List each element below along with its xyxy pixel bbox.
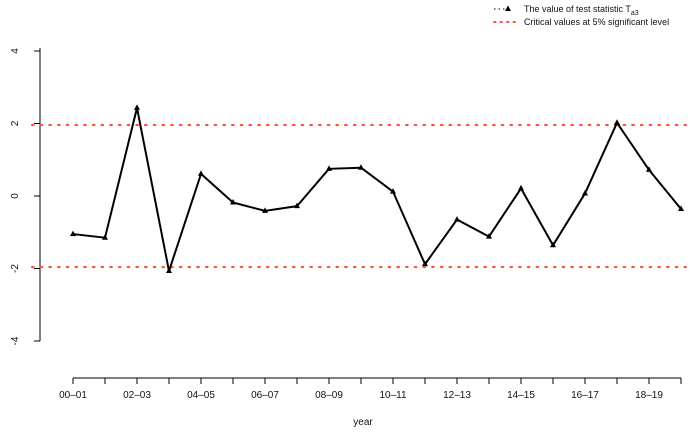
data-point-marker xyxy=(454,216,460,222)
x-tick-label: 00–01 xyxy=(59,390,87,401)
data-point-marker xyxy=(326,165,332,171)
x-ticks: 00–01 02–03 04–05 06–07 08–09 10–11 12–13 14–15… xyxy=(59,378,682,401)
data-point-marker xyxy=(646,166,652,172)
data-point-marker xyxy=(550,241,556,248)
y-tick-label: -4 xyxy=(10,336,21,345)
x-tick-label: 10–11 xyxy=(379,390,407,401)
y-tick-label: -2 xyxy=(10,264,21,273)
legend-label-test-statistic: The value of test statistic Ta3 xyxy=(524,4,639,17)
data-point-marker xyxy=(358,164,364,170)
legend-triangle-marker xyxy=(505,5,511,11)
y-axis: -4 -2 0 2 4 xyxy=(10,48,41,345)
data-point-marker xyxy=(230,199,236,205)
data-point-marker xyxy=(102,234,108,240)
data-point-marker xyxy=(134,104,140,110)
data-point-marker xyxy=(518,184,524,191)
legend-item-critical-values: Critical values at 5% significant level xyxy=(493,17,669,27)
data-point-marker xyxy=(678,205,684,212)
y-ticks: -4 -2 0 2 4 xyxy=(10,48,40,345)
critical-value-lines xyxy=(30,123,692,269)
data-point-marker xyxy=(390,188,396,194)
series-line xyxy=(72,106,682,273)
x-tick-label: 16–17 xyxy=(571,390,599,401)
series-layer xyxy=(70,104,684,274)
data-point-marker xyxy=(166,267,172,274)
y-tick-label: 0 xyxy=(10,193,21,199)
x-tick-label: 14–15 xyxy=(507,390,535,401)
x-tick-label: 08–09 xyxy=(315,390,343,401)
x-tick-label: 02–03 xyxy=(123,390,151,401)
x-tick-label: 18–19 xyxy=(635,390,663,401)
x-tick-label: 12–13 xyxy=(443,390,471,401)
x-axis: 00–01 02–03 04–05 06–07 08–09 10–11 12–13 14–15… xyxy=(59,377,682,428)
data-point-marker xyxy=(486,233,492,239)
legend: The value of test statistic Ta3 Critical… xyxy=(493,4,669,27)
data-point-marker xyxy=(582,189,588,196)
data-point-marker xyxy=(294,202,300,209)
data-point-marker xyxy=(70,230,76,237)
legend-item-test-statistic: The value of test statistic Ta3 xyxy=(494,4,639,17)
data-point-marker xyxy=(614,119,620,125)
y-tick-label: 2 xyxy=(10,120,21,126)
x-tick-label: 04–05 xyxy=(187,390,215,401)
data-point-marker xyxy=(422,260,428,267)
x-tick-label: 06–07 xyxy=(251,390,279,401)
y-tick-label: 4 xyxy=(10,48,21,54)
data-point-marker xyxy=(198,170,204,176)
legend-label-critical-values: Critical values at 5% significant level xyxy=(524,17,669,27)
x-axis-title: year xyxy=(353,417,373,428)
data-point-marker xyxy=(262,207,268,213)
